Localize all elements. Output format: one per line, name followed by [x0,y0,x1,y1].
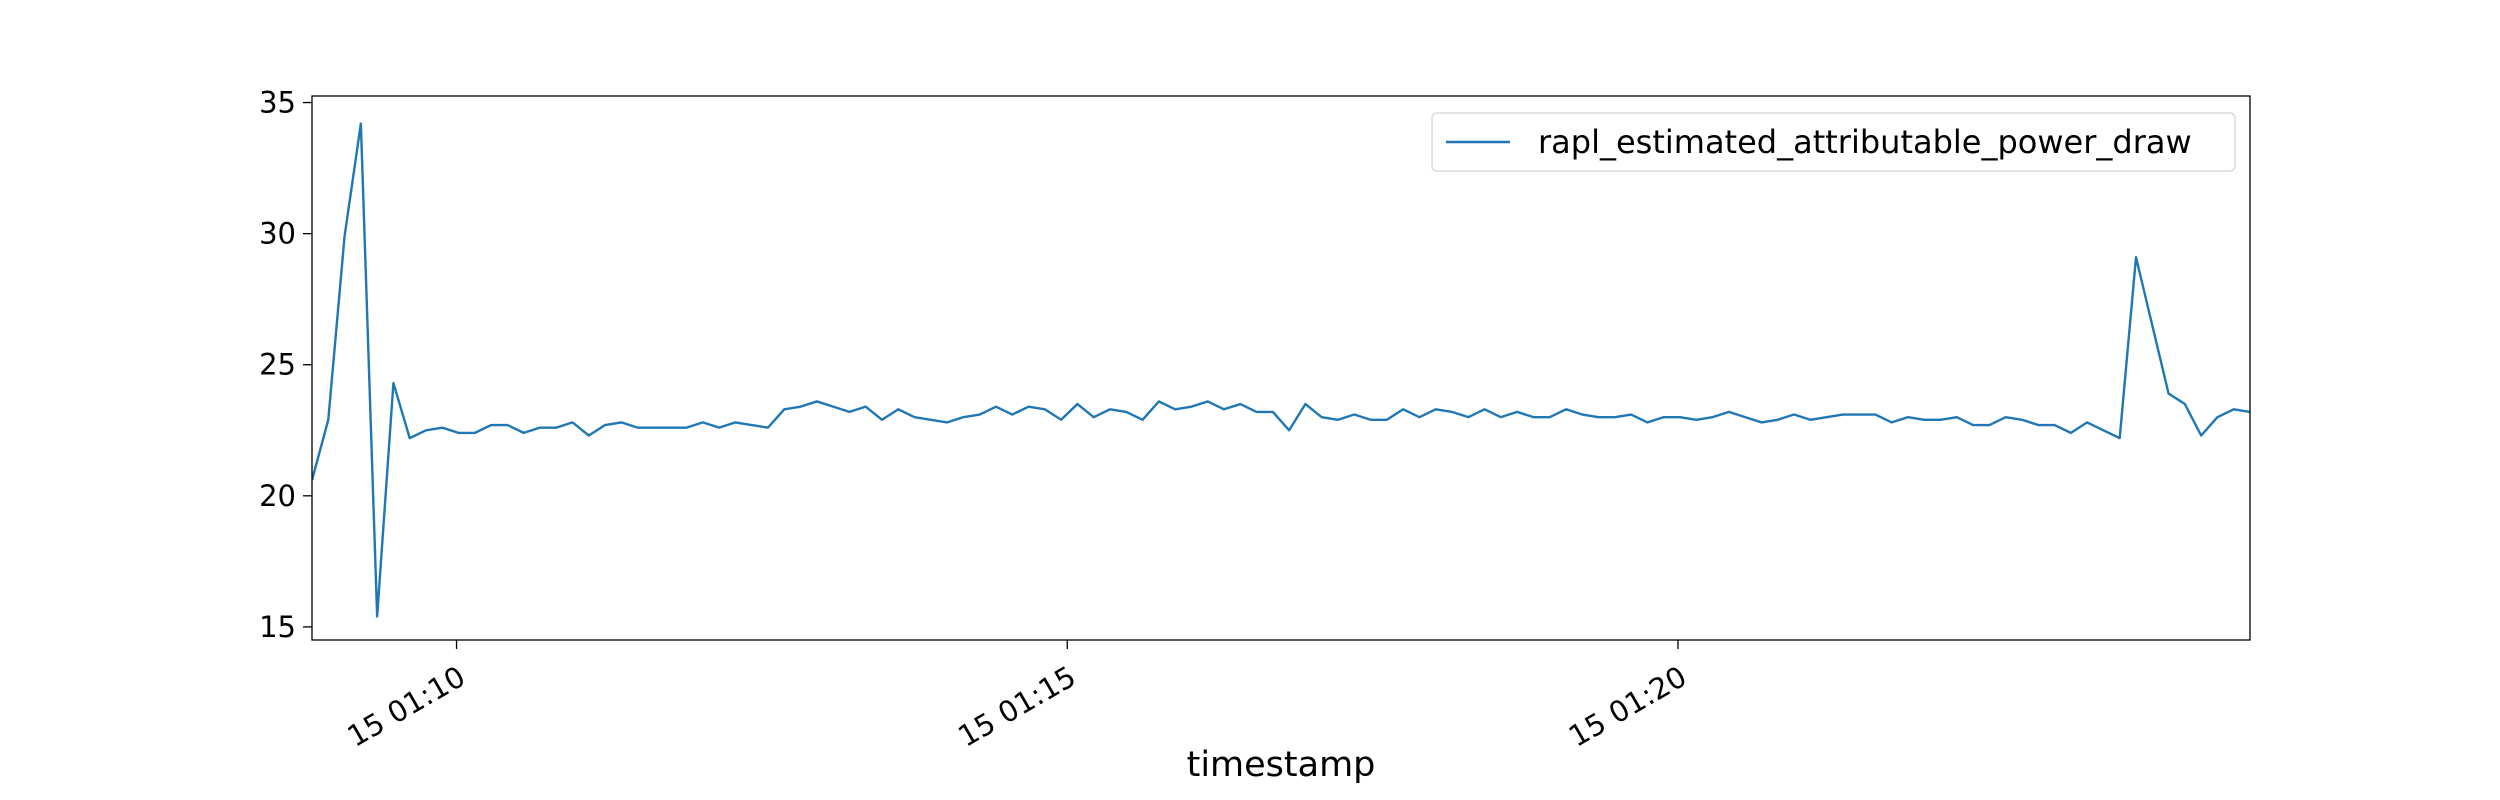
legend-label: rapl_estimated_attributable_power_draw [1538,123,2192,161]
data-line [312,122,2250,618]
x-axis-label: timestamp [1187,745,1376,785]
x-tick-label: 15 01:10 [342,659,471,753]
plot-frame [311,95,2251,641]
x-tick-label: 15 01:20 [1563,659,1692,753]
y-tick-label: 35 [259,86,296,120]
legend-box [1431,112,2236,172]
y-tick-label: 15 [259,610,296,644]
x-tick-label: 15 01:15 [952,659,1081,753]
y-tick-label: 25 [259,348,296,382]
y-tick-label: 30 [259,217,296,251]
y-tick-label: 20 [259,479,296,513]
